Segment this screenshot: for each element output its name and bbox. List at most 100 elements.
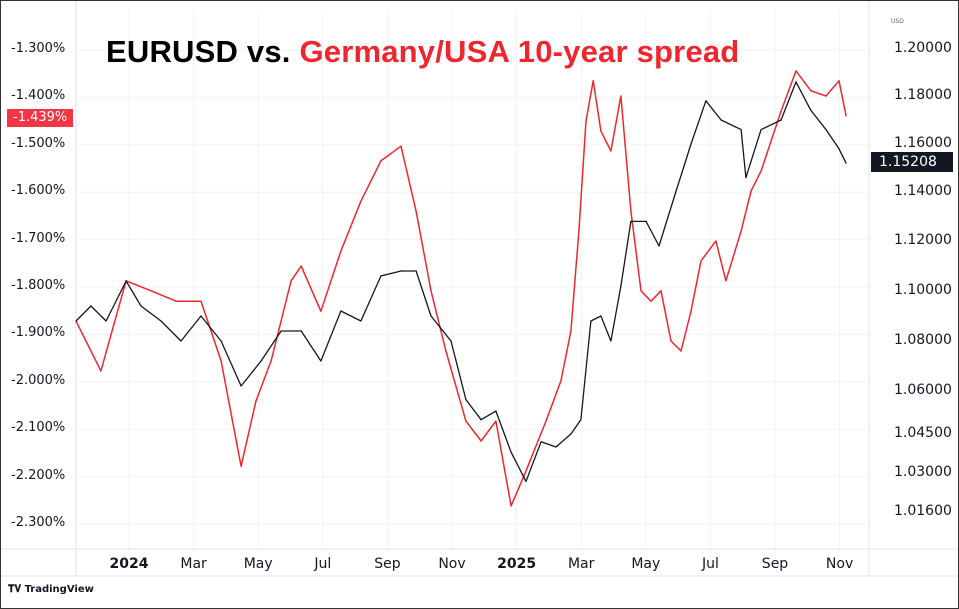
- eurusd-point: [465, 399, 467, 401]
- eurusd-point: [620, 285, 622, 287]
- eurusd-point: [360, 320, 362, 322]
- eurusd-last-value-badge: 1.15208: [871, 152, 953, 172]
- currency-unit-label: USD: [891, 18, 904, 25]
- spread-point: [760, 170, 762, 172]
- eurusd-point: [320, 360, 322, 362]
- right-tick-label: 1.12000: [894, 232, 952, 248]
- spread-point: [175, 300, 177, 302]
- spread-point: [525, 470, 527, 472]
- spread-point: [640, 290, 642, 292]
- left-tick-label: -1.900%: [11, 325, 66, 341]
- left-tick-label: -2.200%: [11, 467, 66, 483]
- eurusd-point: [480, 419, 482, 421]
- spread-point: [795, 70, 797, 72]
- time-tick-label: Mar: [567, 556, 595, 572]
- eurusd-point: [400, 270, 402, 272]
- eurusd-point: [675, 191, 677, 193]
- eurusd-point: [795, 81, 797, 83]
- eurusd-point: [525, 480, 527, 482]
- chart-title: EURUSD vs. Germany/USA 10-year spread: [106, 34, 739, 70]
- title-eurusd: EURUSD vs.: [106, 34, 291, 69]
- time-tick-label: Nov: [825, 556, 854, 572]
- eurusd-point: [300, 330, 302, 332]
- spread-point: [510, 505, 512, 507]
- eurusd-point: [340, 310, 342, 312]
- right-tick-label: 1.10000: [894, 282, 952, 298]
- eurusd-point: [600, 315, 602, 317]
- right-tick-label: 1.04500: [894, 425, 952, 441]
- eurusd-point: [630, 220, 632, 222]
- eurusd-point: [415, 270, 417, 272]
- spread-point: [780, 110, 782, 112]
- spread-point: [445, 350, 447, 352]
- spread-point: [100, 370, 102, 372]
- spread-point: [150, 290, 152, 292]
- spread-point: [838, 80, 840, 82]
- tradingview-logo-text: TradingView: [24, 584, 94, 595]
- title-spread: Germany/USA 10-year spread: [299, 34, 740, 69]
- spread-point: [825, 95, 827, 97]
- eurusd-point: [570, 433, 572, 435]
- left-tick-label: -1.300%: [11, 41, 66, 56]
- eurusd-point: [540, 441, 542, 443]
- spread-line[interactable]: [75, 70, 847, 507]
- eurusd-point: [260, 360, 262, 362]
- eurusd-point: [555, 446, 557, 448]
- spread-point: [810, 90, 812, 92]
- eurusd-point: [380, 275, 382, 277]
- spread-point: [200, 300, 202, 302]
- left-tick-label: -1.500%: [11, 135, 66, 151]
- spread-point: [610, 150, 612, 152]
- spread-point: [845, 115, 847, 117]
- right-tick-label: 1.20000: [894, 40, 952, 56]
- spread-point: [740, 230, 742, 232]
- spread-point: [585, 120, 587, 122]
- eurusd-point: [75, 320, 77, 322]
- spread-point: [270, 360, 272, 362]
- spread-point: [670, 340, 672, 342]
- eurusd-point: [610, 340, 612, 342]
- spread-point: [630, 210, 632, 212]
- spread-point: [495, 420, 497, 422]
- eurusd-point: [125, 280, 127, 282]
- eurusd-point: [720, 119, 722, 121]
- eurusd-point: [105, 320, 107, 322]
- eurusd-point: [495, 410, 497, 412]
- eurusd-point: [705, 100, 707, 102]
- spread-point: [680, 350, 682, 352]
- right-tick-label: 1.18000: [894, 87, 952, 103]
- tradingview-logo[interactable]: 𝐓𝐕 TradingView: [8, 584, 94, 595]
- eurusd-point: [590, 320, 592, 322]
- eurusd-line[interactable]: [75, 81, 847, 483]
- eurusd-point: [745, 177, 747, 179]
- spread-point: [545, 420, 547, 422]
- spread-point: [578, 230, 580, 232]
- eurusd-point: [220, 340, 222, 342]
- eurusd-point: [160, 320, 162, 322]
- spread-point: [660, 290, 662, 292]
- time-tick-label: Jul: [701, 556, 719, 572]
- spread-point: [430, 290, 432, 292]
- eurusd-point: [780, 119, 782, 121]
- left-tick-label: -1.400%: [11, 88, 66, 104]
- spread-point: [715, 240, 717, 242]
- spread-point: [592, 80, 594, 82]
- tradingview-logo-icon: 𝐓𝐕: [8, 584, 22, 595]
- spread-point: [465, 420, 467, 422]
- spread-point: [360, 200, 362, 202]
- spread-point: [220, 360, 222, 362]
- spread-point: [340, 250, 342, 252]
- eurusd-point: [510, 451, 512, 453]
- right-tick-label: 1.08000: [894, 332, 952, 348]
- eurusd-point: [845, 162, 847, 164]
- time-tick-label: 2024: [109, 556, 149, 572]
- right-tick-label: 1.14000: [894, 183, 952, 199]
- spread-point: [380, 160, 382, 162]
- eurusd-point: [690, 143, 692, 145]
- spread-point: [290, 280, 292, 282]
- eurusd-point: [200, 315, 202, 317]
- left-tick-label: -1.800%: [11, 278, 66, 293]
- spread-point: [600, 130, 602, 132]
- time-tick-label: Jul: [314, 556, 332, 572]
